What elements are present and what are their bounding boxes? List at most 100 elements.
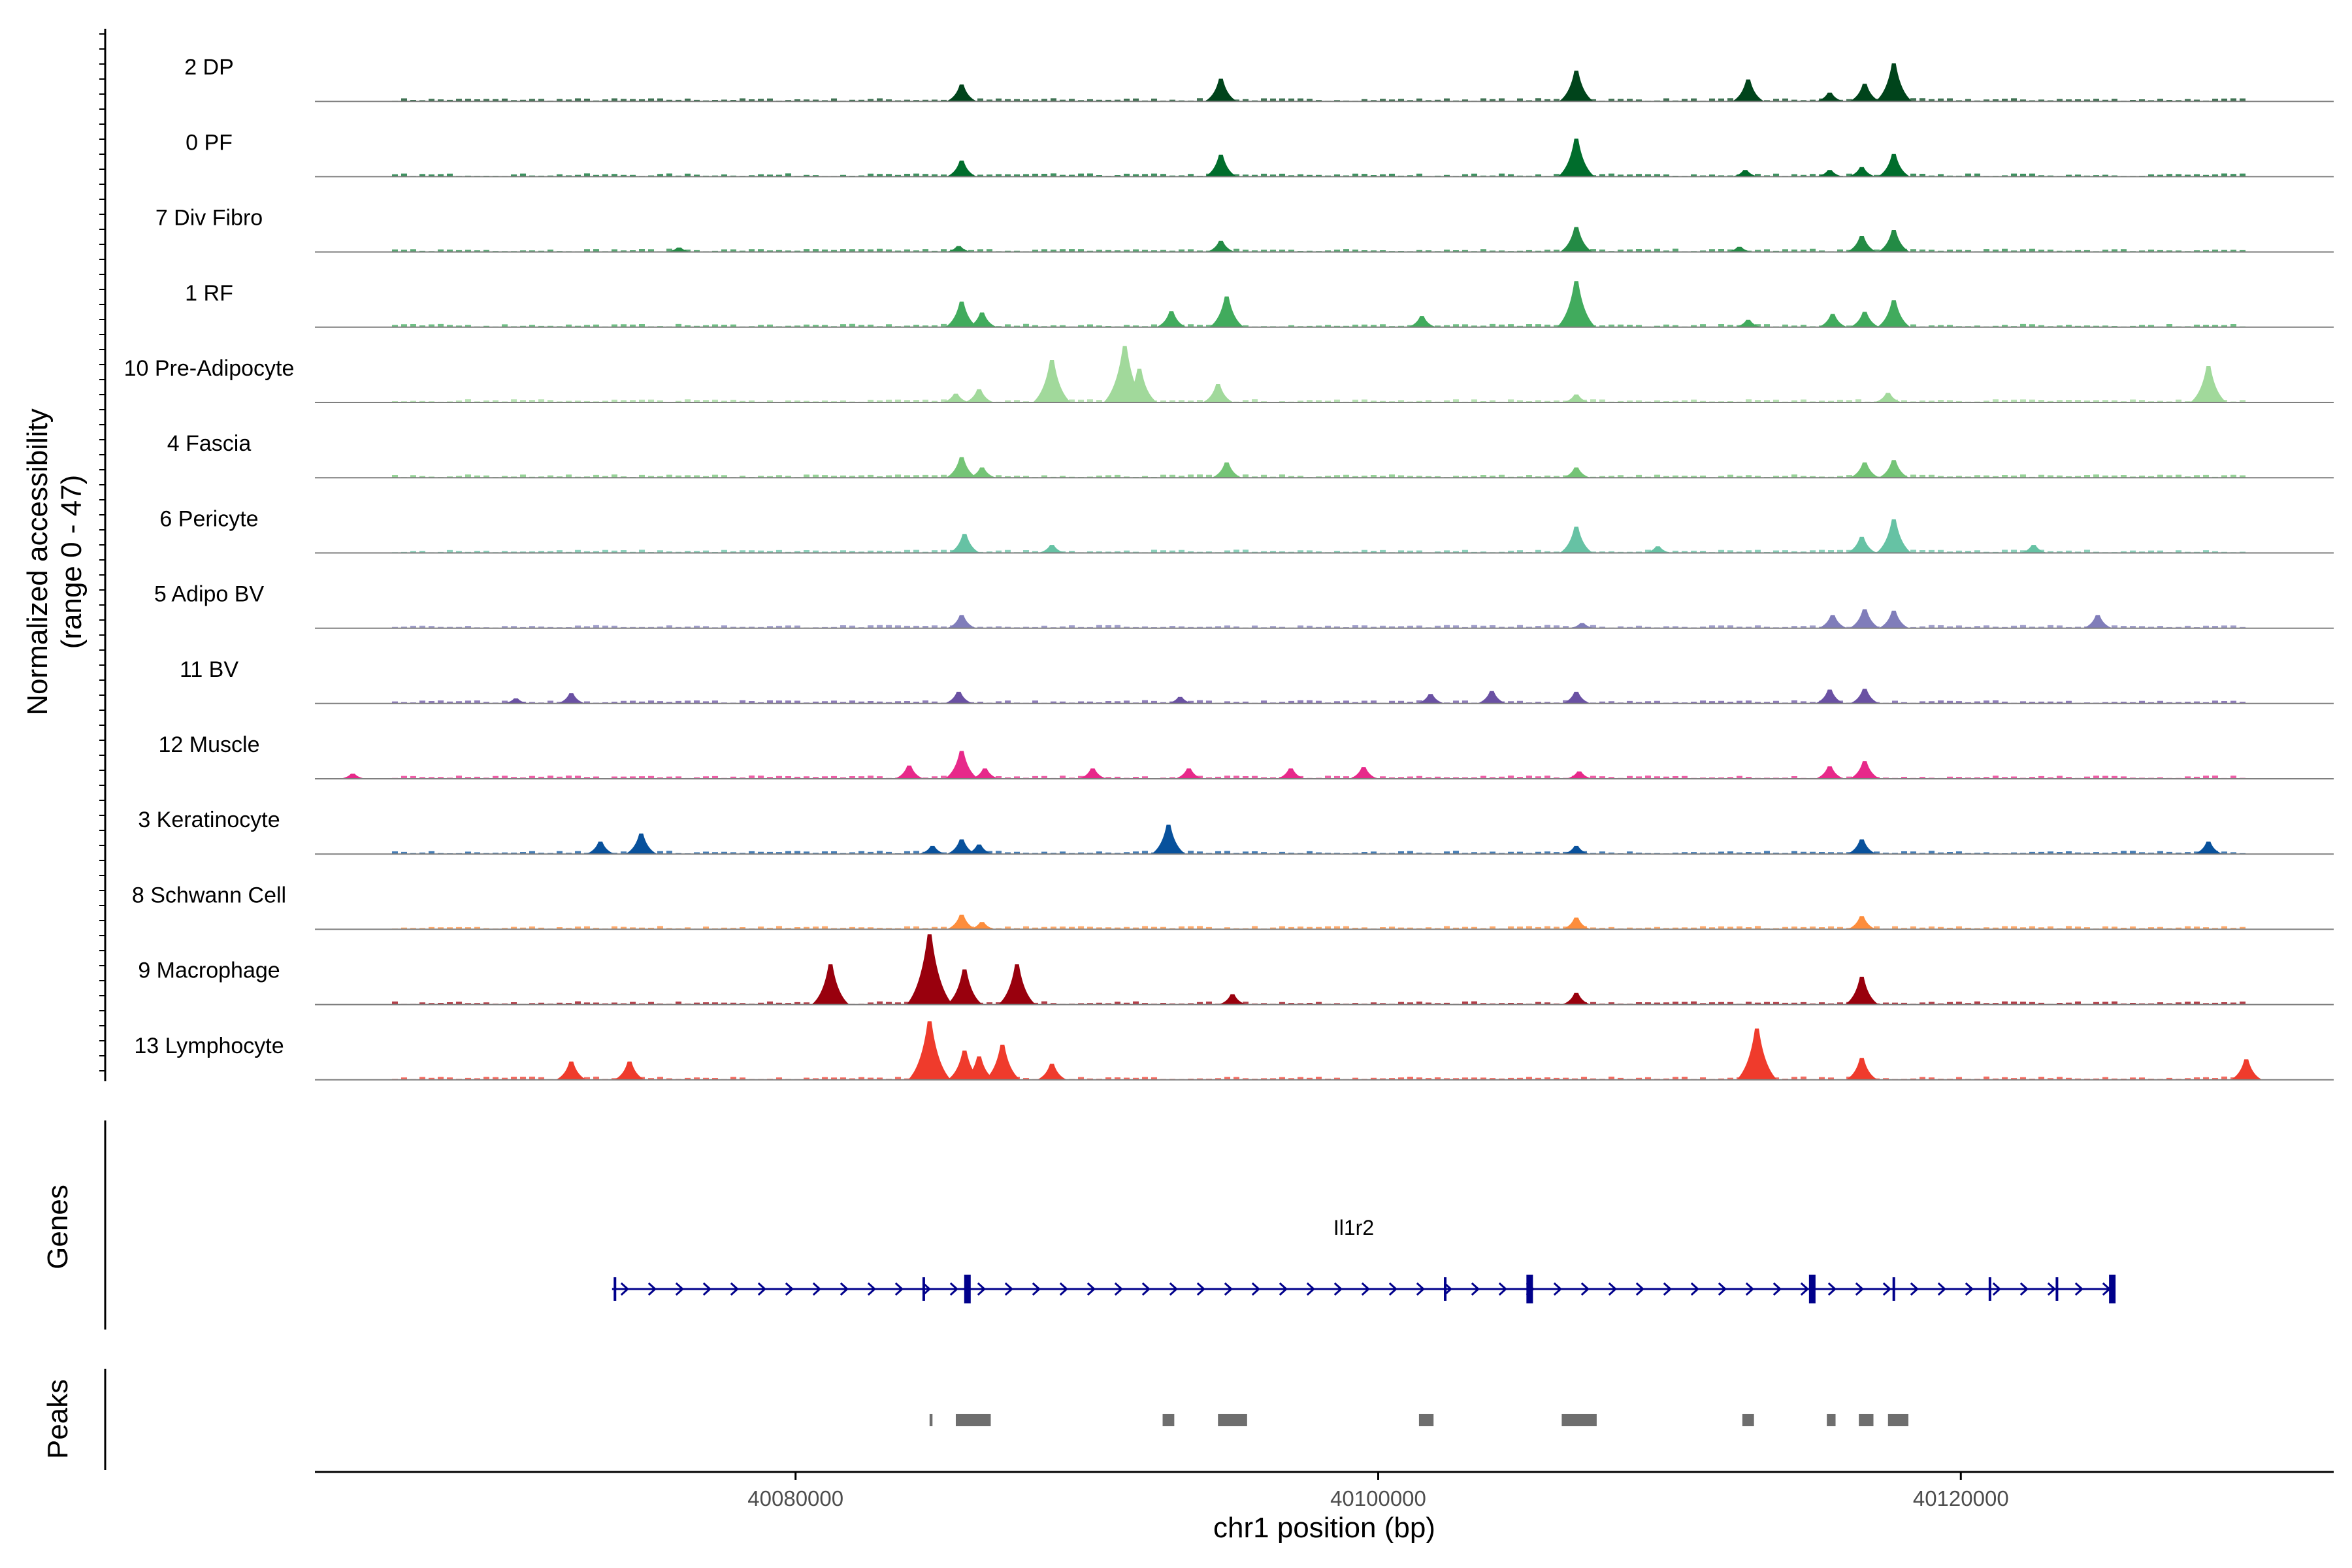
coverage-peak [968,922,996,930]
x-tick-label: 40120000 [1913,1486,2009,1511]
axes: 40080000 40100000 40120000 [99,29,2334,1511]
coverage-peak [946,160,977,177]
coverage-peak [1560,227,1593,252]
coverage-peak [1846,916,1877,930]
coverage-peak [1211,462,1242,478]
coverage-peak [585,841,615,855]
coverage-peak [1561,691,1592,704]
track: 6 Pericyte [159,506,2334,554]
coverage-noise [392,700,2246,704]
gene-strand-chevrons [620,1282,2112,1296]
coverage-peak [1416,694,1445,704]
coverage-peak [966,312,998,327]
peak-region [1859,1414,1874,1426]
coverage-peak [1558,139,1595,177]
gene-exon [2055,1277,2059,1301]
track-label: 7 Div Fibro [155,206,263,231]
coverage-peak [1814,766,1845,779]
coverage-noise [392,851,2246,855]
coverage-peak [906,934,953,1005]
coverage-peak [1561,917,1592,930]
y-axis-label-line1: Normalized accessibility [22,408,54,715]
coverage-peak [943,691,973,704]
x-tick-label: 40080000 [747,1486,843,1511]
coverage-peak [665,247,693,252]
coverage-peak [1556,281,1596,327]
coverage-peak [1561,467,1591,478]
coverage-peak [1845,1058,1878,1080]
track: 13 Lymphocyte [134,1021,2334,1081]
coverage-peak [1151,825,1186,855]
coverage-peak [1732,79,1765,102]
coverage-peak [1846,839,1877,855]
coverage-peak [1276,768,1305,779]
track-label: 6 Pericyte [159,506,258,531]
coverage-peak [1218,994,1247,1005]
coverage-peak [613,1061,645,1080]
coverage-peak [2083,615,2113,629]
coverage-peak [1121,368,1158,402]
track-label: 9 Macrophage [138,958,280,983]
track: 10 Pre-Adipocyte [124,346,2334,403]
coverage-peak [1814,689,1845,704]
coverage-peak [1844,977,1879,1005]
coverage-peak [1206,240,1236,252]
coverage-peak [2193,841,2223,855]
track-label: 12 Muscle [159,732,260,757]
coverage-peak [1849,462,1880,478]
peaks-panel-label: Peaks [42,1379,74,1459]
track-label: 4 Fascia [167,431,252,456]
coverage-peak [1877,154,1910,177]
coverage-peak [1204,154,1237,177]
coverage-peak [1407,316,1437,327]
peak-region [1218,1414,1247,1426]
coverage-peak [918,845,947,855]
coverage-peak [1037,545,1066,553]
coverage-peak [964,389,994,402]
coverage-noise [392,1076,2246,1080]
coverage-peak [1078,768,1107,779]
track-label: 8 Schwann Cell [132,883,286,907]
coverage-peak [941,393,970,402]
coverage-peak [1202,384,1234,402]
coverage-peak [894,765,924,779]
coverage-peak [949,534,981,553]
coverage-tracks: 2 DP 0 PF 7 Div Fibro 1 RF 10 Pre-Adipocyte 4… [124,55,2334,1081]
coverage-peak [1348,767,1379,779]
coverage-peak [945,457,978,478]
coverage-peak [1036,1064,1068,1080]
coverage-peak [1847,167,1876,177]
coverage-peak [1166,696,1194,704]
coverage-peak [1477,691,1507,704]
coverage-peak [1849,689,1880,704]
gene-exon [922,1277,925,1301]
coverage-peak [1849,84,1880,102]
coverage-peak [1559,71,1594,102]
coverage-peak [1876,300,1911,327]
peak-region [1561,1414,1597,1426]
gene-exon [2109,1275,2116,1303]
genes-panel-label: Genes [42,1184,74,1269]
coverage-noise [392,549,2246,553]
gene-exon [1988,1277,1991,1301]
coverage-peak [1873,393,1903,402]
gene-exon [1892,1277,1895,1301]
coverage-peak [1877,230,1910,252]
coverage-peak [1559,527,1593,553]
coverage-peak [557,693,586,704]
coverage-peak [998,964,1036,1005]
peak-region [1887,1414,1909,1426]
coverage-peak [946,84,977,102]
coverage-peak [1156,311,1187,327]
gene-exon [1526,1275,1533,1303]
coverage-peak [1561,992,1592,1005]
coverage-peak [945,301,979,327]
coverage-peak [1876,519,1912,553]
coverage-peak [1032,360,1071,402]
gene-exon [613,1277,617,1301]
coverage-peak [2230,1059,2262,1080]
track-label: 2 DP [184,55,234,80]
track-label: 3 Keratinocyte [138,808,280,832]
coverage-peak [1878,460,1910,478]
coverage-peak [946,915,977,930]
